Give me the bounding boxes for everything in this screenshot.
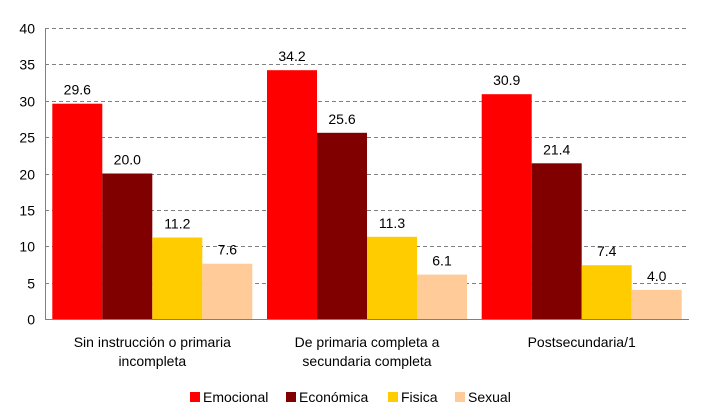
y-tick-label: 5 [27,276,35,292]
bar-fisica [152,237,203,319]
x-tick-label: secundaria completa [302,353,431,369]
data-label: 11.3 [379,215,405,231]
bar-emocional [267,70,317,319]
axes: 0 5 10 15 20 25 30 35 40 [19,21,689,328]
legend-label: Emocional [203,389,268,405]
x-tick-label: Postsecundaria/1 [528,334,636,350]
data-labels: 29.6 34.2 30.9 20.0 25.6 21.4 11.2 11.3 7.4 7.6 6.… [64,48,667,284]
bar-fisica [581,265,632,319]
data-label: 30.9 [493,72,520,88]
data-label: 7.4 [597,243,617,259]
bar-económica [102,173,153,319]
y-tick-label: 30 [19,94,35,110]
category-labels: Sin instrucción o primaria incompleta De p… [74,334,636,369]
y-tick-label: 0 [27,312,35,328]
bar-sexual [417,274,467,319]
x-tick-label: De primaria completa a [295,334,440,350]
data-label: 11.2 [164,216,190,232]
y-tick-label: 35 [19,57,35,73]
data-label: 6.1 [432,253,452,269]
data-label: 7.6 [218,242,238,258]
y-tick-label: 40 [19,21,35,37]
y-tick-label: 15 [19,203,35,219]
legend-label: Fisica [401,389,438,405]
bar-sexual [631,289,682,319]
data-label: 21.4 [543,141,570,157]
bar-económica [531,163,582,319]
legend-label: Económica [299,389,368,405]
x-tick-label: Sin instrucción o primaria [74,334,231,350]
data-label: 20.0 [114,152,141,168]
legend-swatch-emocional [190,392,200,402]
data-label: 34.2 [278,48,305,64]
y-tick-label: 10 [19,239,35,255]
legend: Emocional Económica Fisica Sexual [190,389,511,405]
legend-label: Sexual [468,389,511,405]
bar-fisica [367,236,417,319]
legend-swatch-económica [286,392,296,402]
bar-económica [317,132,367,319]
y-tick-label: 20 [19,167,35,183]
data-label: 25.6 [328,111,355,127]
data-label: 29.6 [64,82,91,98]
legend-swatch-fisica [388,392,398,402]
bar-sexual [202,263,253,319]
bars [52,70,682,319]
legend-swatch-sexual [455,392,465,402]
x-tick-label: incompleta [118,353,186,369]
data-label: 4.0 [647,268,667,284]
bar-emocional [52,103,103,319]
y-tick-label: 25 [19,130,35,146]
bar-emocional [481,94,532,319]
